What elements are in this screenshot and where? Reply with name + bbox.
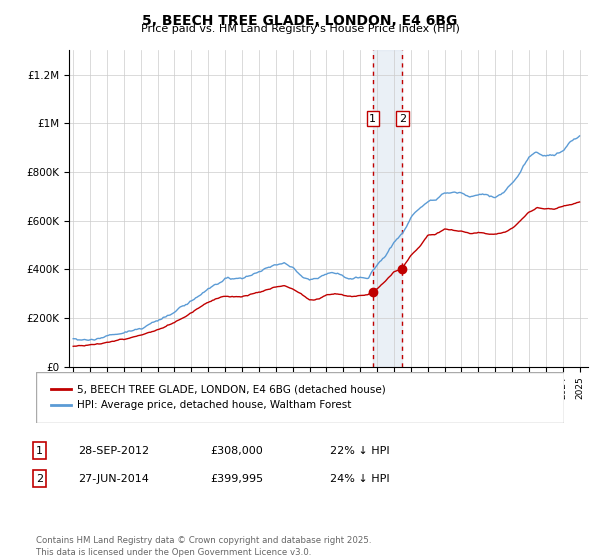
- Text: £308,000: £308,000: [210, 446, 263, 456]
- Text: Price paid vs. HM Land Registry's House Price Index (HPI): Price paid vs. HM Land Registry's House …: [140, 24, 460, 34]
- Text: 22% ↓ HPI: 22% ↓ HPI: [330, 446, 389, 456]
- Text: 24% ↓ HPI: 24% ↓ HPI: [330, 474, 389, 484]
- Text: 1: 1: [370, 114, 376, 124]
- FancyBboxPatch shape: [36, 372, 564, 423]
- Text: 2: 2: [399, 114, 406, 124]
- Text: £399,995: £399,995: [210, 474, 263, 484]
- Text: 2: 2: [36, 474, 43, 484]
- Text: 27-JUN-2014: 27-JUN-2014: [78, 474, 149, 484]
- Text: Contains HM Land Registry data © Crown copyright and database right 2025.
This d: Contains HM Land Registry data © Crown c…: [36, 536, 371, 557]
- Legend: 5, BEECH TREE GLADE, LONDON, E4 6BG (detached house), HPI: Average price, detach: 5, BEECH TREE GLADE, LONDON, E4 6BG (det…: [46, 381, 389, 414]
- Bar: [373, 50, 403, 367]
- Text: 28-SEP-2012: 28-SEP-2012: [78, 446, 149, 456]
- Text: 5, BEECH TREE GLADE, LONDON, E4 6BG: 5, BEECH TREE GLADE, LONDON, E4 6BG: [142, 14, 458, 28]
- Text: 1: 1: [36, 446, 43, 456]
